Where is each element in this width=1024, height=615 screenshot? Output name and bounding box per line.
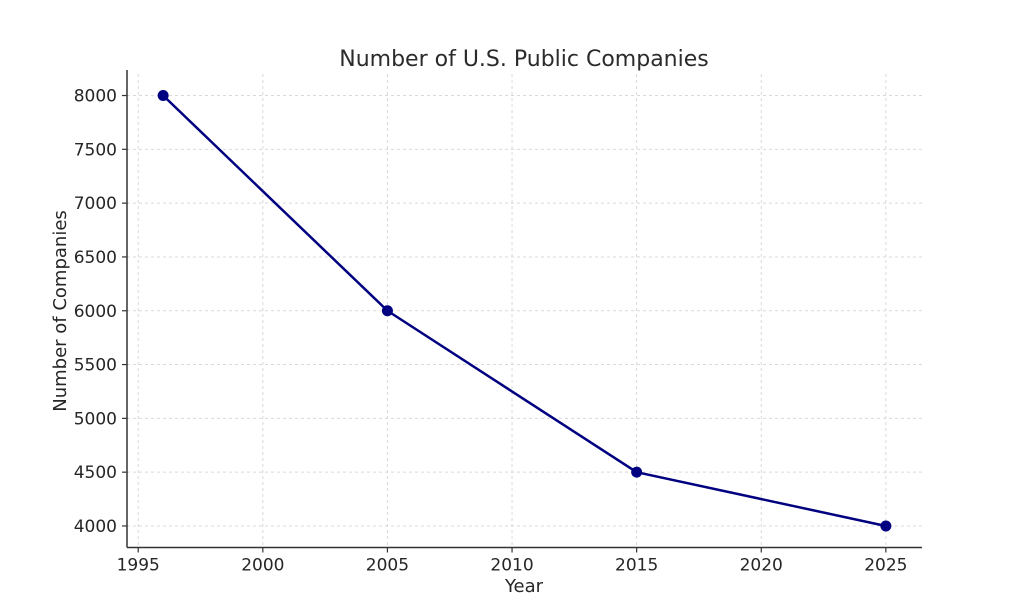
x-axis-label: Year bbox=[504, 576, 544, 597]
grid-layer bbox=[127, 74, 922, 548]
data-point bbox=[631, 466, 643, 478]
y-tick-label: 6500 bbox=[74, 248, 117, 268]
x-tick-label: 1995 bbox=[117, 556, 160, 576]
y-axis-label: Number of Companies bbox=[50, 210, 71, 412]
y-tick-label: 5000 bbox=[74, 409, 117, 429]
data-point bbox=[880, 520, 892, 532]
data-line bbox=[161, 94, 888, 528]
x-tick-label: 2025 bbox=[864, 556, 907, 576]
y-tick-label: 7000 bbox=[74, 194, 117, 214]
data-point bbox=[381, 305, 393, 317]
axes-spines bbox=[126, 70, 922, 549]
y-tick-label: 8000 bbox=[74, 87, 117, 107]
series-layer bbox=[157, 90, 892, 532]
y-tick-label: 6000 bbox=[74, 302, 117, 322]
x-tick-label: 2020 bbox=[740, 556, 783, 576]
y-tick-label: 4000 bbox=[74, 517, 117, 537]
y-tick-label: 5500 bbox=[74, 356, 117, 376]
y-tick-label: 4500 bbox=[74, 463, 117, 483]
x-tick-label: 2000 bbox=[241, 556, 284, 576]
data-point bbox=[157, 90, 169, 102]
tick-layer: 1995 2000 2005 2010 2015 2020 2025 4000 4500 5000… bbox=[74, 87, 908, 576]
y-tick-label: 7500 bbox=[74, 140, 117, 160]
x-tick-label: 2015 bbox=[615, 556, 658, 576]
x-tick-label: 2010 bbox=[490, 556, 533, 576]
chart-title: Number of U.S. Public Companies bbox=[339, 47, 708, 72]
x-tick-label: 2005 bbox=[366, 556, 409, 576]
